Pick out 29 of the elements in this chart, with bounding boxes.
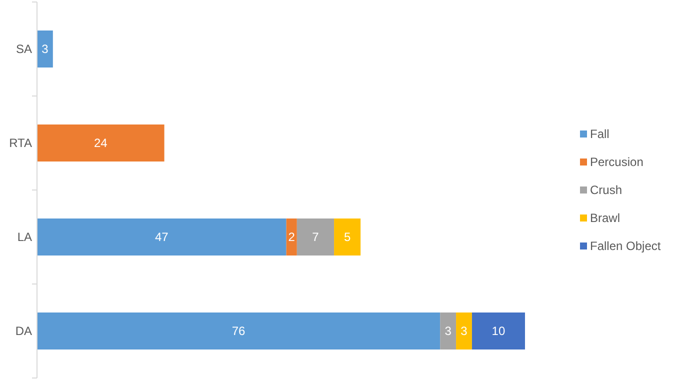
- legend-label: Crush: [590, 183, 622, 198]
- data-label: 3: [444, 324, 452, 338]
- bar: [286, 218, 297, 256]
- bar: [37, 218, 286, 256]
- y-tick-label: DA: [15, 324, 32, 338]
- y-tick-label: RTA: [9, 136, 32, 150]
- data-label: 10: [492, 324, 506, 338]
- data-label: 47: [154, 230, 169, 244]
- data-label: 3: [460, 324, 468, 338]
- legend-label: Fallen Object: [590, 239, 662, 254]
- bar: [472, 312, 525, 350]
- bar: [37, 30, 53, 68]
- bar: [37, 312, 440, 350]
- data-label: 2: [288, 230, 296, 244]
- y-tick-label: SA: [16, 42, 32, 56]
- data-label: 24: [94, 136, 108, 150]
- bar: [334, 218, 361, 256]
- legend-label: Percusion: [590, 155, 644, 170]
- data-label: 7: [312, 230, 320, 244]
- legend-label: Fall: [590, 127, 610, 142]
- data-label: 5: [344, 230, 351, 244]
- y-tick-label: LA: [17, 230, 32, 244]
- data-label: 3: [42, 42, 49, 56]
- bar: [296, 218, 334, 256]
- bar: [37, 124, 164, 162]
- data-label: 76: [232, 324, 246, 338]
- legend-label: Brawl: [590, 211, 620, 226]
- bar: [440, 312, 456, 350]
- bar: [456, 312, 472, 350]
